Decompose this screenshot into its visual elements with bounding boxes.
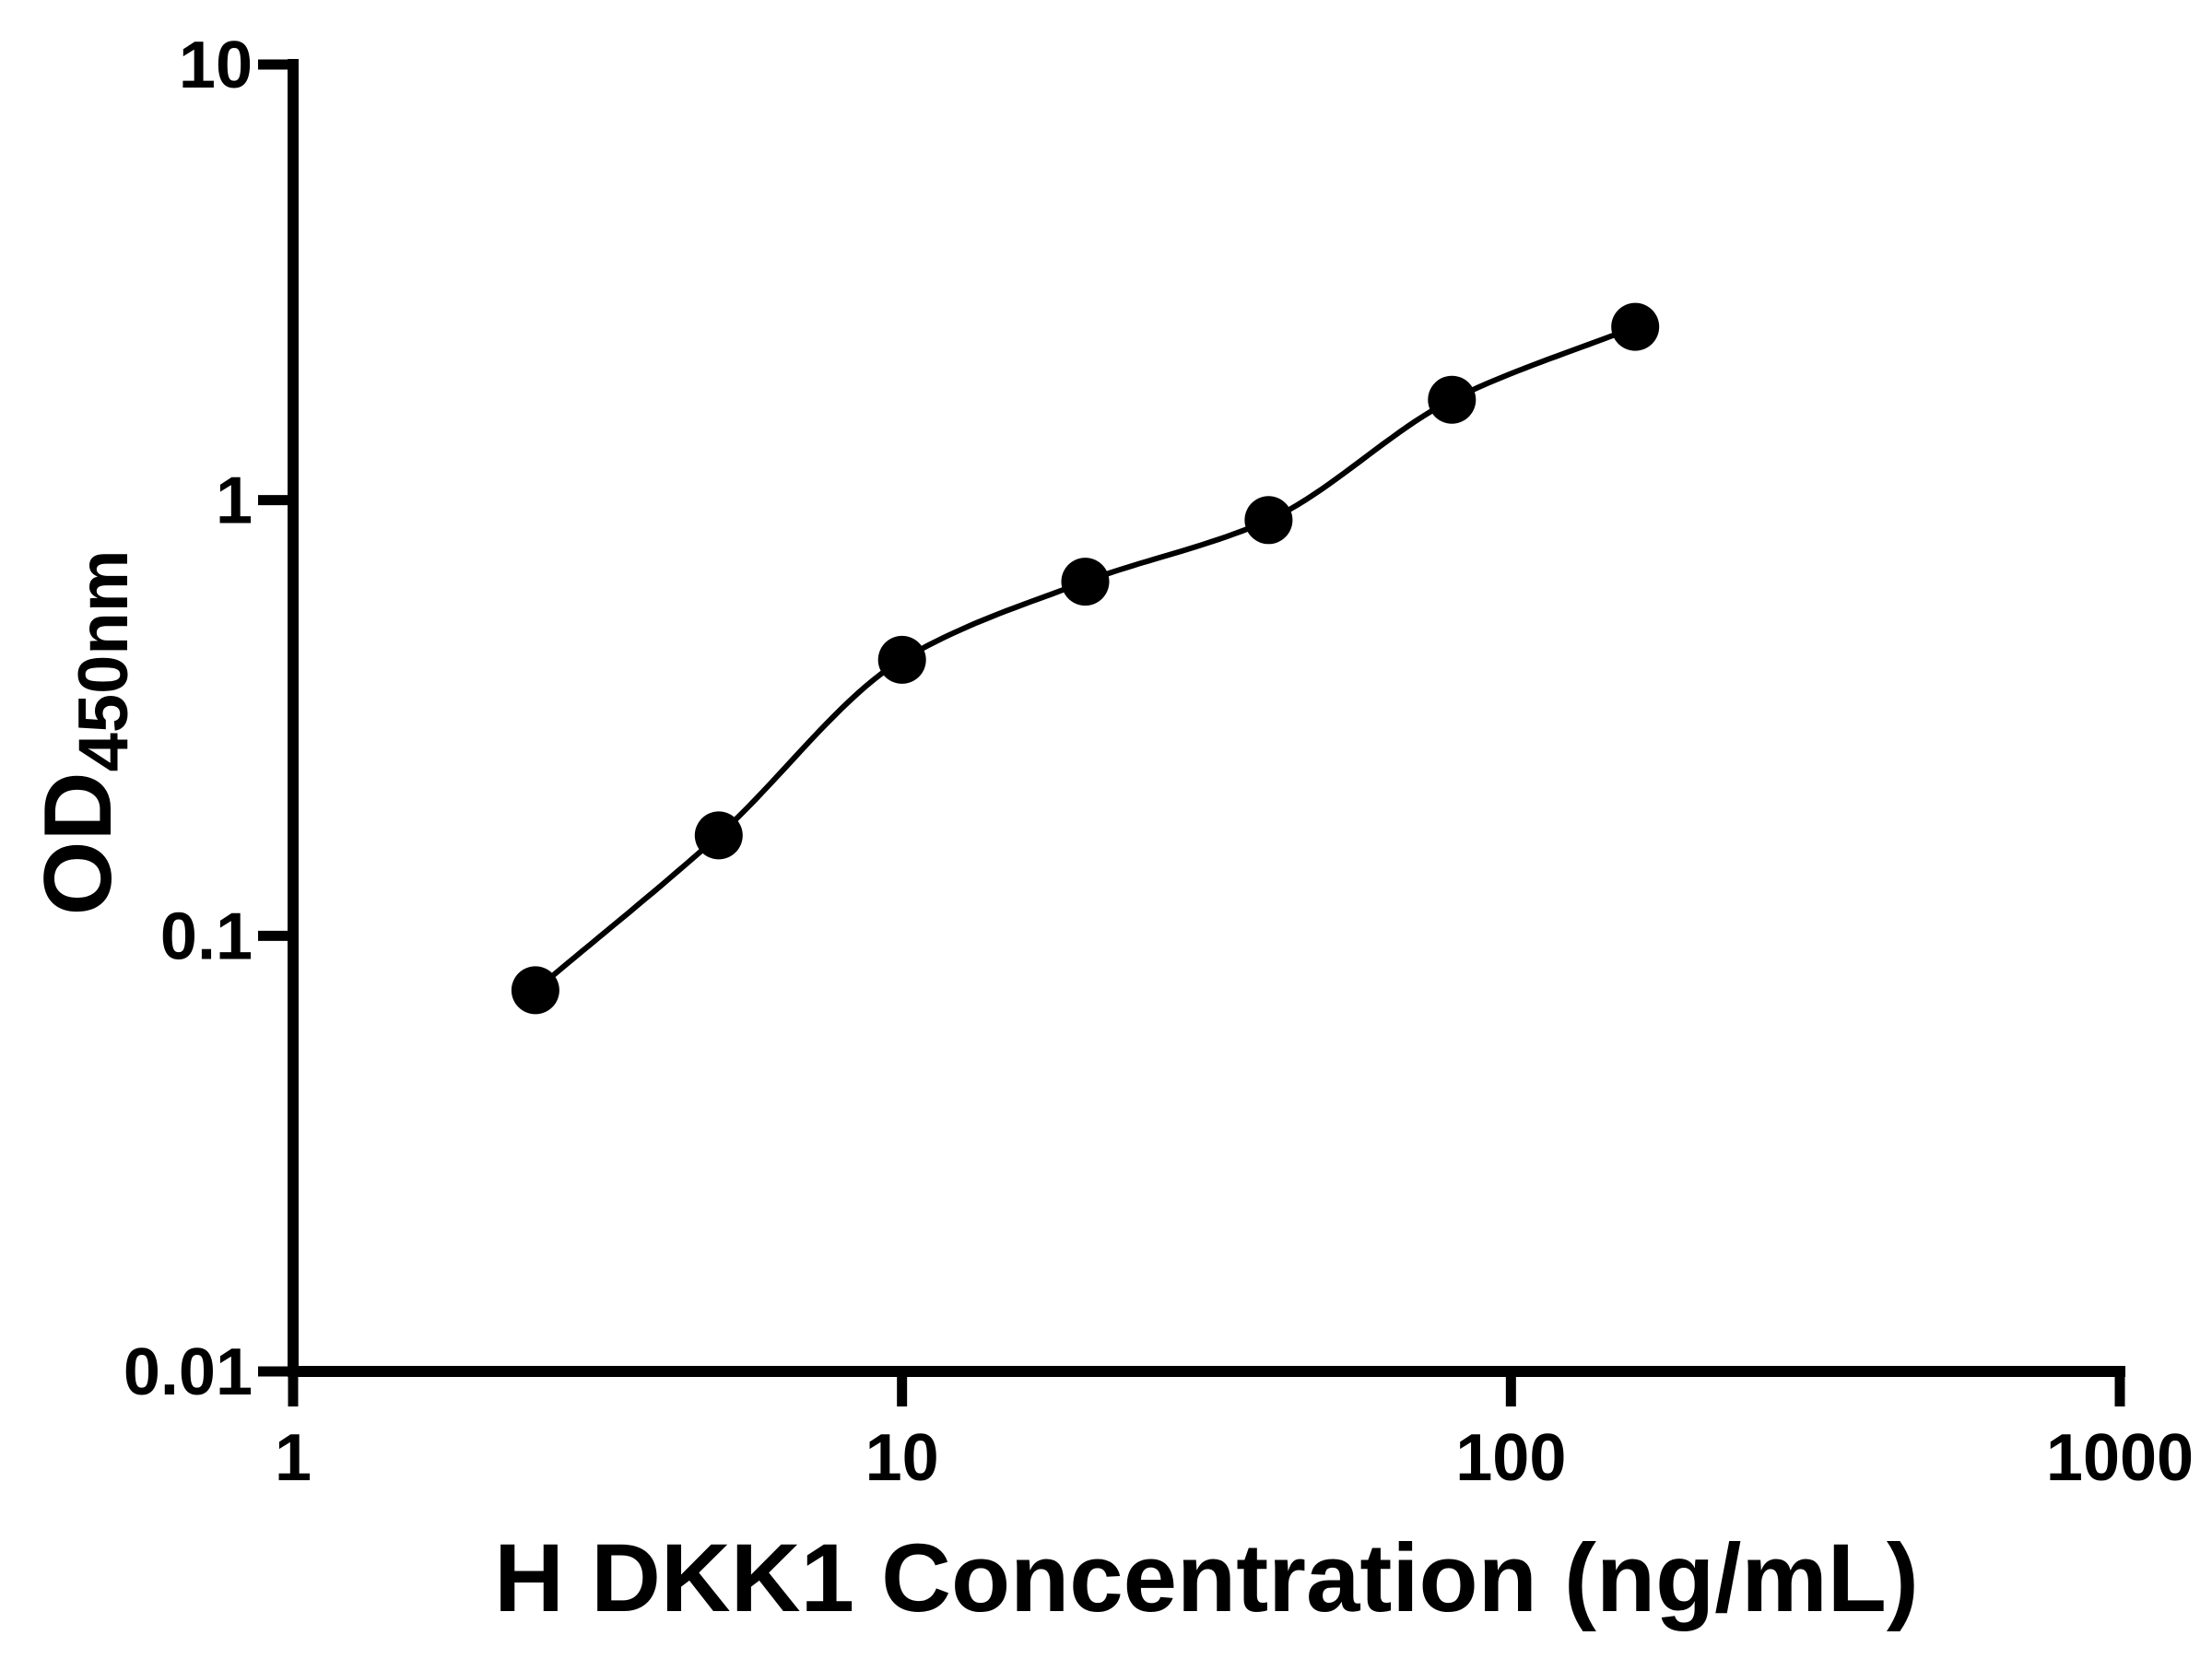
data-point [511, 966, 559, 1015]
data-point [1061, 558, 1110, 606]
y-axis-title-subscript: 450nm [65, 549, 143, 772]
y-tick-label: 0.01 [124, 1335, 253, 1409]
x-tick-label: 100 [1455, 1421, 1566, 1495]
x-tick-label: 10 [865, 1421, 939, 1495]
fit-curve [533, 324, 1637, 993]
y-tick-label: 10 [179, 29, 253, 102]
data-point [1244, 496, 1293, 545]
x-axis-title-text: H DKK1 Concentration (ng/mL) [494, 1524, 1919, 1632]
x-tick-label: 1000 [2046, 1421, 2194, 1495]
data-point [694, 811, 743, 860]
y-axis-title-main: OD [25, 771, 132, 916]
data-point [1428, 375, 1477, 424]
data-point [877, 635, 926, 684]
data-point [1611, 302, 1660, 351]
x-axis-title: H DKK1 Concentration (ng/mL) [293, 1530, 2120, 1627]
y-axis-title: OD450nm [25, 550, 143, 916]
y-tick-label: 1 [216, 465, 253, 538]
y-tick-label: 0.1 [160, 900, 253, 973]
x-tick-label: 1 [275, 1421, 312, 1495]
